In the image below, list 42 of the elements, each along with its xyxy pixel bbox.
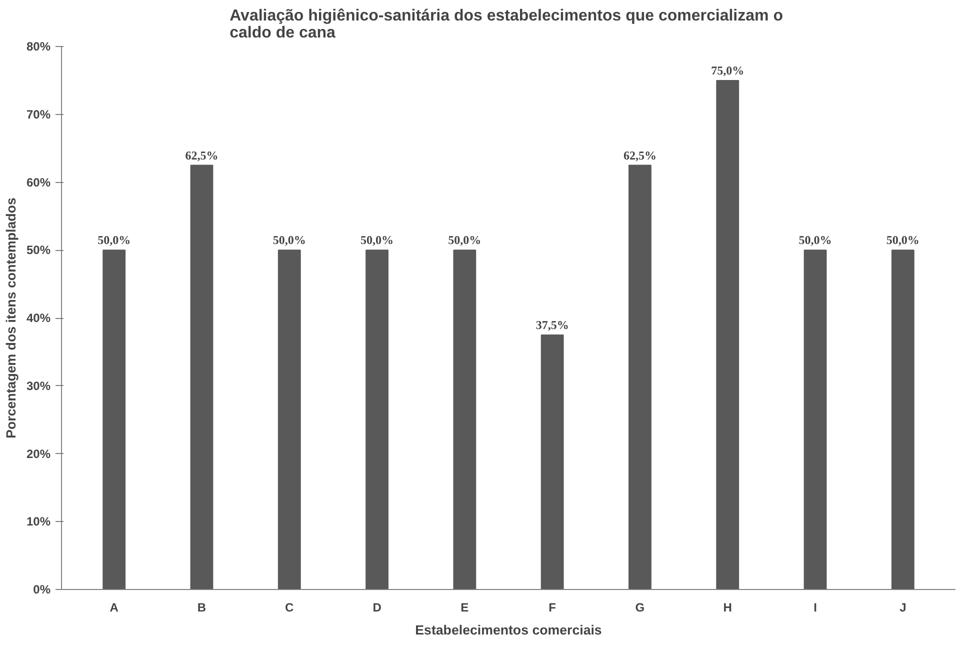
data-label: 50,0% <box>272 233 306 248</box>
y-tick-label: 10% <box>26 514 51 529</box>
x-tick-label: E <box>460 600 469 614</box>
x-tick-label: F <box>548 600 556 614</box>
y-tick-label: 70% <box>26 107 51 122</box>
y-axis-title: Porcentagem dos itens contemplados <box>3 198 18 438</box>
bar <box>453 250 476 590</box>
data-label: 62,5% <box>623 148 656 162</box>
data-label: 37,5% <box>536 318 569 332</box>
y-tick-label: 80% <box>26 40 51 54</box>
bar <box>366 250 388 590</box>
data-label: 50,0% <box>98 233 131 248</box>
bar <box>628 164 652 590</box>
y-tick-label: 50% <box>26 243 51 258</box>
bar <box>891 250 914 590</box>
bar <box>716 80 740 590</box>
bar <box>190 164 214 590</box>
x-tick-label: D <box>372 600 382 614</box>
bar <box>278 250 301 590</box>
data-label: 75,0% <box>711 63 744 78</box>
y-tick-label: 60% <box>26 175 51 190</box>
bar <box>540 334 564 590</box>
x-tick-label: H <box>723 600 732 614</box>
x-tick-label: G <box>635 600 645 614</box>
data-label: 50,0% <box>798 233 832 248</box>
y-tick-label: 30% <box>26 378 51 393</box>
x-tick-label: I <box>814 600 817 614</box>
y-tick-label: 40% <box>26 311 51 325</box>
data-label: 50,0% <box>448 233 482 248</box>
x-tick-label: B <box>197 600 206 614</box>
data-label: 62,5% <box>185 148 218 162</box>
x-tick-label: J <box>900 600 906 614</box>
y-tick-label: 0% <box>33 582 51 596</box>
bar <box>804 250 827 590</box>
x-tick-label: C <box>285 600 294 614</box>
bar <box>102 250 126 590</box>
chart-title: Avaliação higiênico-sanitária dos estabelecimentos que comercializam o caldo de cana <box>230 8 784 42</box>
data-label: 50,0% <box>886 233 920 248</box>
x-axis-title: Estabelecimentos comerciais <box>415 622 602 638</box>
data-label: 50,0% <box>360 233 394 248</box>
y-tick-label: 20% <box>26 446 51 461</box>
x-tick-label: A <box>110 600 119 614</box>
